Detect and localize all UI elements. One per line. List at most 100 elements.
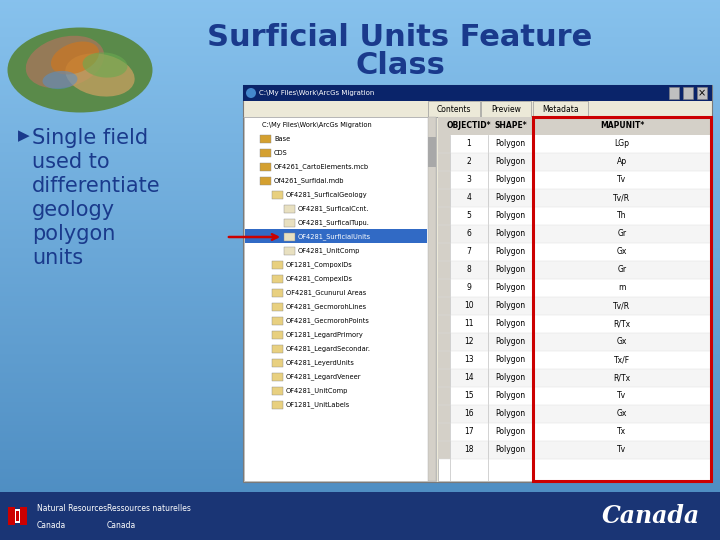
Text: Polygon: Polygon (495, 374, 526, 382)
Bar (438, 441, 711, 459)
Bar (438, 243, 711, 261)
Text: 7: 7 (467, 247, 472, 256)
Text: OF4281_GecmorohLines: OF4281_GecmorohLines (286, 303, 367, 310)
Text: geology: geology (32, 200, 115, 220)
Text: Polygon: Polygon (495, 212, 526, 220)
Text: Тx: Тx (618, 428, 626, 436)
Text: Тv: Тv (618, 176, 626, 185)
Text: Gx: Gx (617, 338, 627, 347)
Bar (438, 153, 711, 171)
Text: OF4281_GecmorohPoints: OF4281_GecmorohPoints (286, 318, 370, 325)
Bar (272, 289, 283, 297)
Text: Polygon: Polygon (495, 139, 526, 148)
Text: Тv: Тv (618, 392, 626, 401)
Text: Polygon: Polygon (495, 193, 526, 202)
Text: Polygon: Polygon (495, 392, 526, 401)
Bar (272, 401, 283, 409)
Text: Тv: Тv (618, 446, 626, 455)
Bar (272, 345, 283, 353)
Bar (438, 297, 711, 315)
Ellipse shape (246, 88, 256, 98)
Bar (15, 509, 20, 523)
Bar (272, 359, 283, 367)
Text: 18: 18 (464, 446, 474, 455)
Text: 17: 17 (464, 428, 474, 436)
Text: Of4261_Surfidal.mdb: Of4261_Surfidal.mdb (274, 178, 344, 184)
Bar (438, 117, 711, 481)
Text: Canada: Canada (107, 521, 136, 530)
Text: Тv/R: Тv/R (613, 193, 631, 202)
Text: C:\My Files\Work\ArcGs Migration: C:\My Files\Work\ArcGs Migration (262, 122, 372, 128)
Bar (438, 261, 711, 279)
Bar (438, 135, 450, 153)
Text: C:\My Files\Work\ArcGs Migration: C:\My Files\Work\ArcGs Migration (259, 90, 374, 96)
Text: polygon: polygon (32, 224, 115, 244)
Text: ×: × (698, 88, 706, 98)
Ellipse shape (83, 52, 127, 78)
Text: OF4281_SurficalTupu.: OF4281_SurficalTupu. (298, 220, 370, 226)
Text: Surficial Units Feature: Surficial Units Feature (207, 23, 593, 51)
Text: Ap: Ap (617, 158, 627, 166)
Text: Ressources naturelles: Ressources naturelles (107, 504, 191, 514)
Text: Polygon: Polygon (495, 284, 526, 293)
Text: OF4261_CartoElements.mcb: OF4261_CartoElements.mcb (274, 164, 369, 171)
Text: Single field: Single field (32, 128, 148, 148)
Bar (428, 117, 436, 481)
Text: OF4281_SurficalCcnt.: OF4281_SurficalCcnt. (298, 206, 369, 212)
Text: Тv/R: Тv/R (613, 301, 631, 310)
Bar (428, 101, 480, 117)
Bar (438, 351, 450, 369)
Bar (438, 387, 450, 405)
Bar (481, 101, 531, 117)
Text: Canada: Canada (37, 521, 66, 530)
Bar (438, 189, 711, 207)
Bar (284, 205, 295, 213)
Bar (284, 247, 295, 255)
Bar (284, 233, 295, 241)
Text: 8: 8 (467, 266, 472, 274)
Text: ▶: ▶ (18, 128, 30, 143)
Text: Polygon: Polygon (495, 266, 526, 274)
Text: OF4281_GcunuruI Areas: OF4281_GcunuruI Areas (286, 289, 366, 296)
Text: OF4281_UnitComp: OF4281_UnitComp (286, 388, 348, 394)
Text: Polygon: Polygon (495, 158, 526, 166)
Text: Preview: Preview (491, 105, 521, 113)
Ellipse shape (51, 42, 99, 75)
Text: 3: 3 (467, 176, 472, 185)
Text: MAPUNIT*: MAPUNIT* (600, 122, 644, 131)
Ellipse shape (26, 36, 104, 88)
Text: Base: Base (274, 136, 290, 142)
Bar (438, 243, 450, 261)
Text: 16: 16 (464, 409, 474, 418)
Ellipse shape (7, 28, 153, 112)
Text: 14: 14 (464, 374, 474, 382)
Text: OF4281_UnitComp: OF4281_UnitComp (298, 248, 361, 254)
Bar (438, 279, 711, 297)
Bar (438, 225, 450, 243)
Bar (0, 492, 720, 540)
Bar (438, 423, 450, 441)
Text: used to: used to (32, 152, 109, 172)
Ellipse shape (42, 71, 78, 89)
Text: 5: 5 (467, 212, 472, 220)
Text: R/Tx: R/Tx (613, 374, 631, 382)
Text: Natural Resources: Natural Resources (37, 504, 107, 514)
Ellipse shape (66, 53, 135, 97)
Bar (438, 333, 711, 351)
Text: 9: 9 (467, 284, 472, 293)
Bar (438, 225, 711, 243)
Text: Gx: Gx (617, 409, 627, 418)
Bar (438, 261, 450, 279)
Text: Polygon: Polygon (495, 338, 526, 347)
Bar (272, 331, 283, 339)
Text: OF1281_CompoxIDs: OF1281_CompoxIDs (286, 261, 353, 268)
Text: Тx/F: Тx/F (614, 355, 630, 364)
Text: Polygon: Polygon (495, 355, 526, 364)
Text: Class: Class (355, 51, 445, 79)
Text: LGp: LGp (614, 139, 629, 148)
Bar (428, 137, 436, 167)
Text: 11: 11 (464, 320, 474, 328)
Bar (438, 117, 711, 135)
Bar (683, 87, 693, 99)
Text: OF4281_SurficialUnits: OF4281_SurficialUnits (298, 234, 371, 240)
